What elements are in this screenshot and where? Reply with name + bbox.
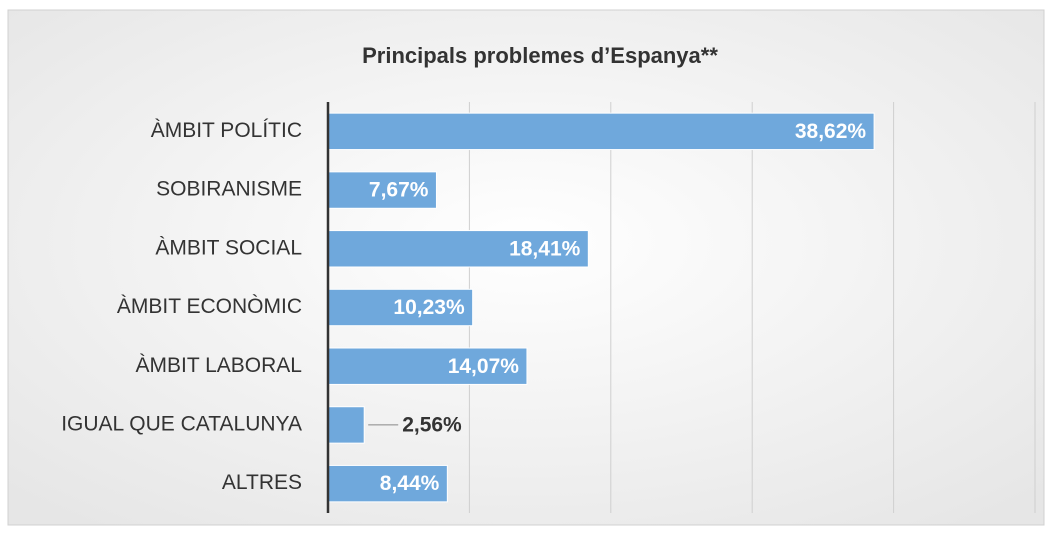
data-label: 7,67%: [369, 179, 429, 202]
y-tick-label: ÀMBIT LABORAL: [135, 354, 302, 377]
y-tick-label: ÀMBIT POLÍTIC: [151, 119, 302, 142]
bar: [327, 112, 875, 151]
data-label: 38,62%: [795, 120, 867, 143]
y-tick-label: ALTRES: [222, 471, 302, 494]
data-label: 8,44%: [380, 472, 440, 495]
bar: [327, 288, 474, 327]
data-label: 10,23%: [393, 296, 465, 319]
y-tick-label: IGUAL QUE CATALUNYA: [61, 412, 302, 435]
data-label: 18,41%: [509, 237, 581, 260]
y-tick-label: ÀMBIT SOCIAL: [155, 236, 302, 259]
chart-area: [7, 9, 1045, 526]
bar: [327, 464, 448, 503]
y-tick-label: ÀMBIT ECONÒMIC: [117, 295, 302, 318]
data-label: 2,56%: [402, 413, 462, 436]
chart-title: Principals problemes d’Espanya**: [362, 43, 718, 68]
bar: [327, 171, 437, 209]
bar: [327, 347, 528, 385]
bar: [327, 406, 365, 444]
y-tick-label: SOBIRANISME: [156, 178, 302, 201]
data-label: 14,07%: [448, 355, 520, 378]
